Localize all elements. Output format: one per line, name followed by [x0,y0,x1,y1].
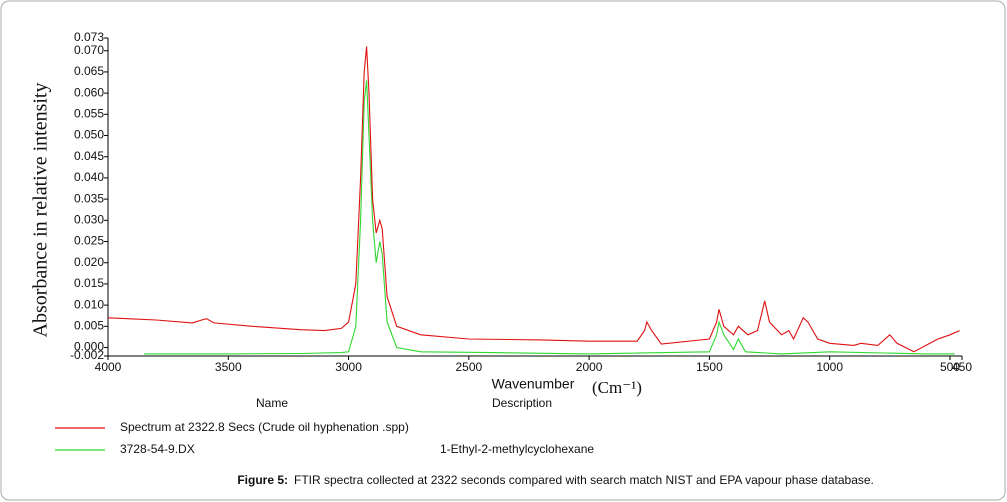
caption: FTIR spectra collected at 2322 seconds c… [294,473,874,487]
y-tick-label: 0.020 [74,255,104,269]
spectrum-line [144,80,955,355]
caption-label: Figure 5: [237,473,288,487]
x-axis-unit: (Cm⁻¹) [592,378,642,397]
y-tick-label: 0.045 [74,149,104,163]
y-tick-label: 0.050 [74,128,104,142]
x-tick-label: 2500 [455,360,482,374]
x-axis-label: Wavenumber [492,376,575,392]
x-tick-label: 500 [940,360,960,374]
x-tick-label: 4000 [95,360,122,374]
legend-header: Description [492,396,552,410]
y-tick-label: 0.015 [74,276,104,290]
y-tick-label: 0.035 [74,191,104,205]
x-tick-label: 1500 [696,360,723,374]
x-tick-label: 1000 [816,360,843,374]
spectrum-line [107,46,960,353]
y-tick-label: -0.002 [70,348,104,362]
legend-name: 3728-54-9.DX [120,442,195,456]
x-tick-label: 3500 [215,360,242,374]
y-tick-label: 0.060 [74,85,104,99]
y-tick-label: 0.070 [74,43,104,57]
y-tick-label: 0.040 [74,170,104,184]
y-tick-label: 0.055 [74,106,104,120]
x-tick-label: 450 [952,360,972,374]
legend-header: Name [256,396,288,410]
x-tick-label: 2000 [576,360,603,374]
legend-name: Spectrum at 2322.8 Secs (Crude oil hyphe… [120,420,409,434]
legend-description: 1-Ethyl-2-methylcyclohexane [440,442,594,456]
y-tick-label: 0.065 [74,64,104,78]
x-tick-label: 3000 [335,360,362,374]
y-tick-label: 0.000 [74,340,104,354]
y-tick-label: 0.025 [74,234,104,248]
y-tick-label: 0.010 [74,297,104,311]
y-tick-label: 0.005 [74,318,104,332]
y-tick-label: 0.030 [74,212,104,226]
y-axis-label: Absorbance in relative intensity [30,83,52,338]
y-tick-label: 0.073 [74,30,104,44]
